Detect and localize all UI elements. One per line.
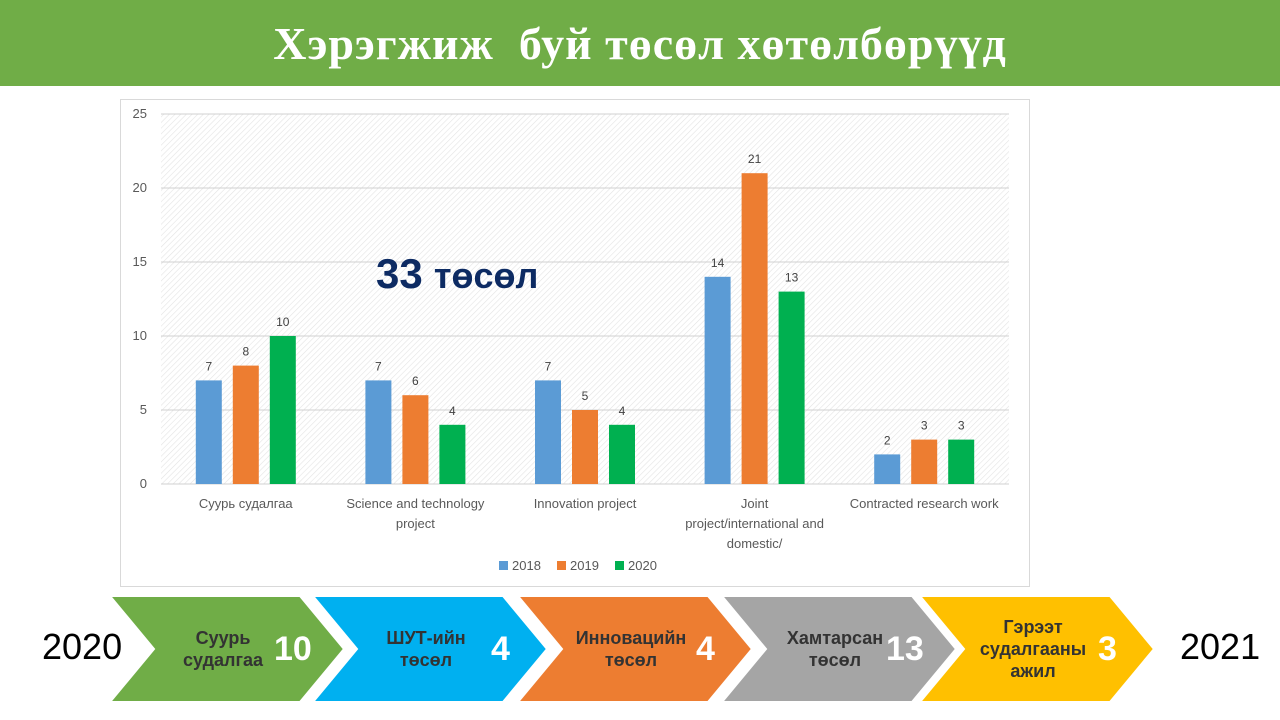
timeline-step-label: Инновацийн төсөл xyxy=(575,628,687,670)
y-tick-label: 20 xyxy=(133,180,147,195)
data-label: 6 xyxy=(412,374,419,388)
data-label: 7 xyxy=(205,359,212,373)
data-label: 10 xyxy=(276,315,290,329)
x-tick-label: domestic/ xyxy=(727,536,783,551)
data-label: 4 xyxy=(619,404,626,418)
timeline-step-label: ШУТ-ийн төсөл xyxy=(386,628,466,670)
timeline-step-count: 3 xyxy=(1098,630,1117,668)
y-tick-label: 0 xyxy=(140,476,147,491)
x-tick-label: Суурь судалгаа xyxy=(199,496,294,511)
legend-label-2018: 2018 xyxy=(512,558,541,573)
legend-label-2019: 2019 xyxy=(570,558,599,573)
legend-swatch-2020 xyxy=(615,561,624,570)
timeline-step-count: 13 xyxy=(886,630,924,668)
bar-2020-1 xyxy=(439,424,466,484)
data-label: 4 xyxy=(449,404,456,418)
bar-2020-0 xyxy=(269,336,296,484)
legend-swatch-2018 xyxy=(499,561,508,570)
y-tick-label: 15 xyxy=(133,254,147,269)
x-tick-label: Contracted research work xyxy=(850,496,999,511)
x-tick-label: Joint xyxy=(741,496,769,511)
y-tick-label: 10 xyxy=(133,328,147,343)
project-total-banner: 33 төсөл xyxy=(376,250,538,298)
data-label: 3 xyxy=(921,419,928,433)
x-tick-label: project/international and xyxy=(685,516,824,531)
data-label: 3 xyxy=(958,419,965,433)
timeline-step-label: Гэрээт судалгааны ажил xyxy=(979,617,1087,681)
timeline-step-count: 10 xyxy=(274,630,312,668)
x-tick-label: Innovation project xyxy=(534,496,637,511)
timeline-step-3 xyxy=(515,595,754,703)
y-tick-label: 5 xyxy=(140,402,147,417)
bar-2018-3 xyxy=(704,276,731,484)
data-label: 8 xyxy=(242,345,249,359)
page-title: Хэрэгжиж буй төсөл хөтөлбөрүүд xyxy=(273,17,1007,69)
timeline-end-year: 2021 xyxy=(1180,626,1261,667)
data-label: 7 xyxy=(375,359,382,373)
bar-2019-3 xyxy=(741,173,768,484)
timeline-step-4 xyxy=(719,595,958,703)
data-label: 7 xyxy=(545,359,552,373)
bar-2018-4 xyxy=(874,454,901,484)
timeline-step-label: Хамтарсан төсөл xyxy=(786,628,884,670)
bar-2019-2 xyxy=(572,410,598,484)
x-tick-label: Science and technology xyxy=(346,496,485,511)
data-label: 2 xyxy=(884,433,891,447)
bar-2020-3 xyxy=(778,291,805,484)
bar-2019-0 xyxy=(232,365,259,484)
timeline-step-2 xyxy=(310,595,549,703)
legend-swatch-2019 xyxy=(557,561,566,570)
project-total-count: 33 xyxy=(376,250,423,297)
timeline-step-count: 4 xyxy=(491,630,510,668)
data-label: 13 xyxy=(785,271,799,285)
bar-2018-1 xyxy=(365,380,392,484)
bar-2018-2 xyxy=(535,380,561,484)
y-tick-label: 25 xyxy=(133,106,147,121)
bar-2018-0 xyxy=(195,380,222,484)
bar-2020-2 xyxy=(609,424,635,484)
timeline-step-1 xyxy=(107,595,346,703)
bar-chart: 0 5 10 15 20 25 7 7 7 14 2 8 6 5 21 3 10 4 4 13 3 Суурь судал… xyxy=(133,106,1009,573)
legend-label-2020: 2020 xyxy=(628,558,657,573)
title-bar: Хэрэгжиж буй төсөл хөтөлбөрүүд xyxy=(0,0,1280,86)
bar-2019-1 xyxy=(402,395,429,484)
timeline-step-label: Суурь судалгаа xyxy=(183,628,263,670)
timeline-step-count: 4 xyxy=(696,630,715,668)
bar-2020-4 xyxy=(948,439,975,484)
timeline-step-5 xyxy=(917,595,1156,703)
project-total-word: төсөл xyxy=(433,255,539,296)
data-label: 5 xyxy=(582,389,589,403)
data-label: 14 xyxy=(711,256,725,270)
chart-frame: 0 5 10 15 20 25 7 7 7 14 2 8 6 5 21 3 10 4 4 13 3 Суурь судал… xyxy=(120,99,1030,587)
x-tick-label: project xyxy=(396,516,435,531)
timeline-start-year: 2020 xyxy=(42,626,123,667)
data-label: 21 xyxy=(748,152,762,166)
bar-2019-4 xyxy=(911,439,938,484)
